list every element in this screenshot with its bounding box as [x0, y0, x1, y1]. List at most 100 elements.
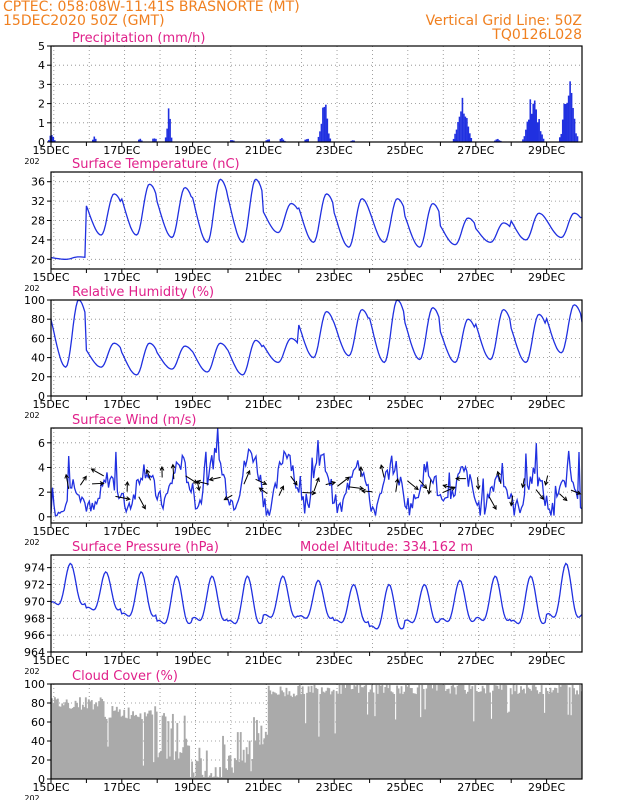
cloud-bar: [182, 747, 185, 779]
cloud-bar: [325, 690, 328, 779]
precip-bar: [467, 126, 470, 142]
temp-x-tick-label: 21DEC: [245, 271, 282, 284]
cloud-bar: [70, 708, 73, 779]
precip-bar: [49, 135, 52, 142]
cloud-bar: [403, 691, 406, 779]
cloud-bar: [316, 688, 319, 779]
cloud-bar: [74, 700, 77, 779]
precip-bar: [304, 139, 307, 142]
cloud-bar: [288, 691, 291, 779]
cloud-bar: [422, 689, 425, 779]
cloud-bar: [533, 684, 536, 779]
cloud-bar: [188, 745, 191, 779]
wind-arrowhead: [345, 476, 350, 482]
precip-x-tick-label: 19DEC: [174, 144, 211, 157]
cloud-bar: [496, 685, 499, 779]
precip-bar: [497, 138, 499, 142]
cloud-bar: [469, 688, 472, 779]
cloud-bar: [139, 713, 142, 779]
cloud-bar: [425, 688, 428, 779]
cloud-bar: [387, 688, 390, 779]
wind-arrowhead: [223, 495, 229, 501]
cloud-bar: [222, 735, 224, 779]
wind-arrowhead: [475, 485, 481, 491]
pres-x-tick-label: 29DEC: [528, 654, 565, 667]
pres-x-tick-label: 15DEC: [32, 654, 69, 667]
wind-arrowhead: [246, 469, 251, 475]
wind-arrowhead: [196, 486, 201, 492]
wind-arrowhead: [520, 483, 526, 489]
cloud-x-tick-label: 25DEC: [386, 781, 423, 794]
cloud-bar: [542, 694, 545, 779]
cloud-bar: [468, 684, 471, 779]
cloud-bar: [272, 691, 275, 779]
cloud-y-tick-label: 100: [24, 678, 45, 691]
cloud-bar: [226, 769, 229, 779]
precip-bar: [266, 139, 269, 142]
wind-arrowhead: [99, 481, 105, 486]
cloud-bar: [480, 691, 483, 779]
precip-bar: [536, 122, 539, 142]
wind-y-tick-label: 4: [38, 461, 45, 474]
cloud-bar: [51, 698, 53, 779]
cloud-bar: [76, 702, 78, 779]
wind-arrowhead: [159, 465, 165, 471]
cloud-bar: [484, 693, 487, 779]
cloud-bar: [126, 718, 129, 779]
cloud-bar: [248, 740, 251, 779]
cloud-bar: [143, 712, 146, 779]
cloud-bar: [292, 693, 295, 779]
cloud-bar: [443, 684, 446, 779]
cloud-bar: [461, 684, 463, 779]
cloud-bar: [148, 710, 151, 779]
precip-bar: [469, 133, 471, 142]
cloud-bar: [435, 690, 438, 779]
precip-bar: [564, 104, 567, 142]
cloud-bar: [304, 723, 307, 779]
precip-bar: [164, 137, 167, 142]
cloud-bar: [282, 692, 285, 779]
cloud-bar: [512, 685, 515, 779]
cloud-y-tick-label: 0: [38, 773, 45, 786]
cloud-bar: [368, 692, 370, 779]
wind-vector-arrow: [91, 468, 104, 477]
cloud-bar: [465, 693, 468, 779]
precip-bar: [155, 138, 157, 142]
cloud-x-tick-label: 17DEC: [103, 781, 140, 794]
cloud-bar: [568, 687, 571, 779]
wind-arrowhead: [576, 490, 582, 495]
rh-panel: [47, 299, 583, 400]
cloud-bar: [213, 776, 216, 779]
cloud-bar: [166, 758, 168, 779]
precip-bar: [458, 116, 461, 142]
cloud-bar: [505, 685, 508, 779]
precip-bar: [522, 139, 524, 142]
cloud-bar: [174, 751, 177, 779]
precip-bar: [279, 138, 282, 142]
cloud-bar: [201, 774, 204, 779]
cloud-bar: [577, 694, 580, 779]
precip-bar: [563, 103, 566, 142]
cloud-bar: [107, 746, 109, 779]
cloud-bar: [216, 776, 219, 779]
precip-bar: [572, 107, 574, 142]
precip-bar: [317, 136, 320, 142]
cloud-bar: [396, 685, 399, 779]
cloud-bar: [217, 777, 220, 779]
precip-y-tick-label: 5: [38, 40, 45, 53]
cloud-bar: [266, 734, 269, 779]
cloud-bar: [474, 685, 477, 779]
cloud-bar: [96, 706, 99, 779]
precip-bar: [152, 138, 154, 142]
wind-vector-arrow: [545, 475, 549, 486]
precip-bar: [570, 92, 573, 142]
precip-bar: [305, 139, 308, 142]
cloud-bar: [127, 707, 130, 779]
cloud-x-tick-label: 21DEC: [245, 781, 282, 794]
cloud-bar: [499, 684, 502, 779]
cloud-bar: [490, 718, 493, 779]
cloud-bar: [238, 761, 241, 779]
wind-vector-arrow: [224, 494, 233, 501]
cloud-bar: [356, 684, 359, 779]
